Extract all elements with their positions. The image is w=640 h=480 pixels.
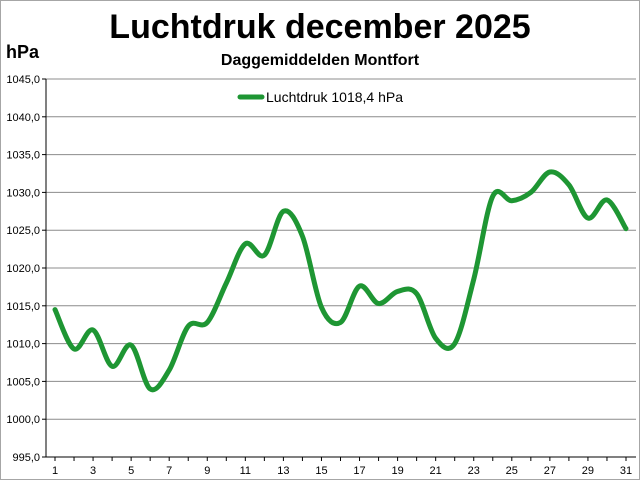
x-tick-label: 31 [620,465,632,477]
y-tick-label: 1030,0 [6,187,40,199]
y-tick-label: 1045,0 [6,74,40,86]
y-tick-label: 1000,0 [6,414,40,426]
x-tick-label: 19 [391,465,403,477]
y-tick-label: 1005,0 [6,376,40,388]
chart-subtitle: Daggemiddelden Montfort [220,52,420,69]
y-tick-label: 1010,0 [6,339,40,351]
legend: Luchtdruk 1018,4 hPa [237,89,403,105]
y-tick-label: 1015,0 [6,301,40,313]
y-tick-label: 1025,0 [6,225,40,237]
y-axis-unit-label: hPa [6,42,40,62]
axes [42,78,636,461]
gridlines [46,78,636,458]
y-tick-label: 995,0 [12,452,40,464]
legend-label: Luchtdruk 1018,4 hPa [266,89,403,105]
y-tick-label: 1035,0 [6,150,40,162]
x-tick-label: 3 [90,465,96,477]
series-line [52,169,629,393]
x-tick-label: 9 [204,465,210,477]
x-tick-label: 7 [166,465,172,477]
x-tick-label: 25 [506,465,518,477]
y-tick-label: 1020,0 [6,263,40,275]
x-tick-label: 27 [544,465,556,477]
y-tick-label: 1040,0 [6,112,40,124]
x-tick-label: 29 [582,465,594,477]
x-tick-label: 21 [430,465,442,477]
x-tick-label: 1 [52,465,58,477]
x-axis-ticks: 1 3 5 7 9 11 13 15 17 19 21 23 25 27 29 31 [52,465,632,477]
x-tick-label: 11 [240,465,251,477]
x-tick-label: 23 [468,465,480,477]
x-tick-label: 13 [277,465,289,477]
y-axis-ticks: 995,0 1000,0 1005,0 1010,0 1015,0 1020,0 1025,… [6,74,40,464]
x-tick-label: 15 [315,465,327,477]
series-layer [52,169,629,393]
x-tick-label: 17 [353,465,365,477]
x-tick-label: 5 [128,465,134,477]
chart-title: Luchtdruk december 2025 [109,8,531,46]
